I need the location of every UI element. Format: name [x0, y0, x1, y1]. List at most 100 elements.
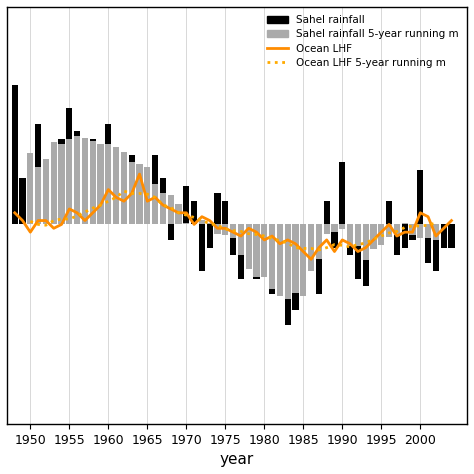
Bar: [43, 186, 49, 224]
Bar: [425, 224, 431, 238]
Bar: [316, 224, 322, 258]
Bar: [51, 142, 57, 224]
Bar: [51, 155, 57, 224]
Bar: [378, 224, 384, 245]
Bar: [137, 170, 143, 224]
Bar: [433, 224, 439, 240]
Bar: [261, 224, 267, 271]
Bar: [222, 201, 228, 224]
Bar: [355, 224, 361, 246]
Bar: [82, 163, 88, 224]
Bar: [230, 224, 236, 255]
Bar: [417, 224, 423, 238]
Bar: [113, 147, 119, 224]
Bar: [324, 201, 330, 224]
Bar: [246, 224, 252, 263]
Bar: [308, 224, 314, 263]
Bar: [394, 224, 400, 255]
Bar: [97, 144, 104, 224]
Bar: [152, 155, 158, 224]
Bar: [370, 224, 377, 247]
Bar: [58, 144, 64, 224]
Bar: [168, 224, 174, 240]
Bar: [160, 178, 166, 224]
Bar: [214, 193, 220, 224]
Bar: [207, 223, 213, 224]
Bar: [121, 163, 127, 224]
Bar: [27, 153, 34, 224]
Bar: [277, 224, 283, 296]
Bar: [246, 224, 252, 269]
Bar: [401, 224, 408, 247]
Bar: [394, 224, 400, 235]
Bar: [347, 224, 353, 255]
Bar: [43, 159, 49, 224]
Bar: [425, 224, 431, 263]
Bar: [160, 193, 166, 224]
Bar: [331, 224, 337, 247]
Bar: [300, 224, 306, 286]
X-axis label: year: year: [220, 452, 254, 467]
Bar: [58, 139, 64, 224]
Bar: [370, 224, 377, 249]
Bar: [316, 224, 322, 294]
Bar: [214, 224, 220, 234]
Bar: [254, 224, 260, 277]
Bar: [175, 204, 182, 224]
Bar: [207, 224, 213, 247]
Bar: [128, 155, 135, 224]
Bar: [308, 224, 314, 271]
Bar: [105, 124, 111, 224]
Bar: [448, 224, 455, 247]
Bar: [19, 178, 26, 224]
Bar: [386, 201, 392, 224]
Bar: [254, 224, 260, 279]
Bar: [284, 224, 291, 325]
Bar: [378, 224, 384, 232]
Bar: [347, 224, 353, 246]
Bar: [199, 224, 205, 271]
Legend: Sahel rainfall, Sahel rainfall 5-year running m, Ocean LHF, Ocean LHF 5-year run: Sahel rainfall, Sahel rainfall 5-year ru…: [264, 12, 462, 71]
Bar: [66, 139, 73, 224]
Bar: [433, 224, 439, 271]
Bar: [238, 224, 244, 255]
Bar: [355, 224, 361, 279]
Bar: [183, 186, 190, 224]
Bar: [269, 224, 275, 290]
Bar: [90, 141, 96, 224]
Bar: [66, 108, 73, 224]
Bar: [168, 195, 174, 224]
Bar: [137, 164, 143, 224]
Bar: [277, 224, 283, 279]
Bar: [292, 224, 299, 310]
Bar: [152, 184, 158, 224]
Bar: [121, 152, 127, 224]
Bar: [183, 223, 190, 224]
Bar: [363, 224, 369, 286]
Bar: [191, 201, 197, 224]
Bar: [35, 124, 41, 224]
Bar: [199, 220, 205, 224]
Bar: [300, 224, 306, 296]
Bar: [35, 167, 41, 224]
Bar: [261, 224, 267, 277]
Bar: [339, 224, 346, 229]
Bar: [144, 178, 150, 224]
Bar: [12, 85, 18, 224]
Bar: [97, 147, 104, 224]
Bar: [324, 224, 330, 234]
Bar: [74, 136, 80, 224]
Bar: [144, 167, 150, 224]
Bar: [128, 163, 135, 224]
Bar: [292, 224, 299, 292]
Bar: [230, 224, 236, 238]
Bar: [269, 224, 275, 294]
Bar: [105, 144, 111, 224]
Bar: [74, 131, 80, 224]
Bar: [401, 223, 408, 224]
Bar: [27, 193, 34, 224]
Bar: [90, 139, 96, 224]
Bar: [284, 224, 291, 299]
Bar: [331, 224, 337, 232]
Bar: [386, 224, 392, 237]
